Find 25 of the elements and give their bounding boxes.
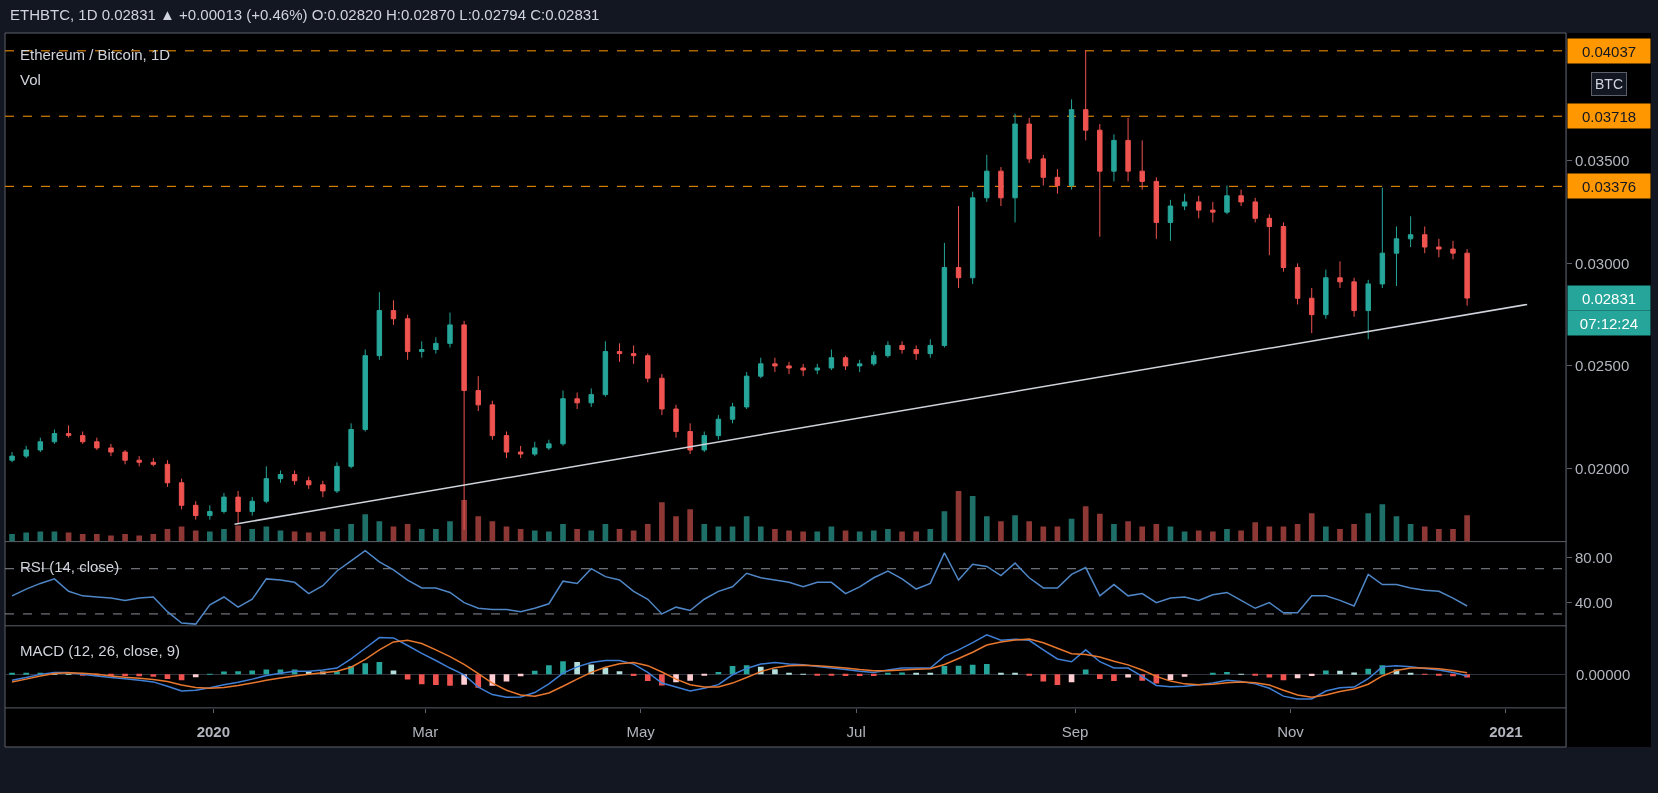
y-tick-label: 40.00 [1575, 593, 1613, 611]
chart-title: Vol [20, 71, 41, 88]
x-tick-label: May [626, 722, 656, 740]
x-tick-label: Mar [412, 722, 439, 740]
x-tick-label: 2021 [1489, 722, 1523, 740]
x-tick-label: Nov [1277, 722, 1305, 740]
y-tick-label: 0.02000 [1575, 459, 1630, 477]
ref-line-label: 0.03718 [1581, 107, 1637, 125]
text: BTC [1595, 76, 1623, 92]
text: Ethereum / Bitcoin, 1D [20, 46, 171, 63]
y-tick-label: 80.00 [1575, 548, 1613, 566]
x-tick-label: Sep [1061, 722, 1089, 740]
text: 07:12:24 [1579, 314, 1639, 332]
text: 0.00000 [1576, 666, 1631, 683]
text: 0.02831 [1581, 289, 1637, 307]
text: MACD (12, 26, close, 9) [20, 642, 181, 659]
y-tick-label: 0.03000 [1575, 254, 1630, 272]
y-tick-label: 0.02500 [1575, 357, 1630, 375]
text: RSI (14, close) [20, 558, 120, 575]
ref-line-label: 0.03376 [1581, 177, 1637, 195]
ref-line-label: 0.04037 [1581, 42, 1637, 60]
chart-title: ETHBTC, 1D 0.02831 ▲ +0.00013 (+0.46%) O:0.02820 H:0.02870 L:0.02794 C:0.02831 [10, 6, 600, 23]
y-tick-label: 0.03500 [1575, 152, 1630, 170]
x-tick-label: Jul [846, 722, 866, 740]
x-tick-label: 2020 [196, 722, 231, 740]
